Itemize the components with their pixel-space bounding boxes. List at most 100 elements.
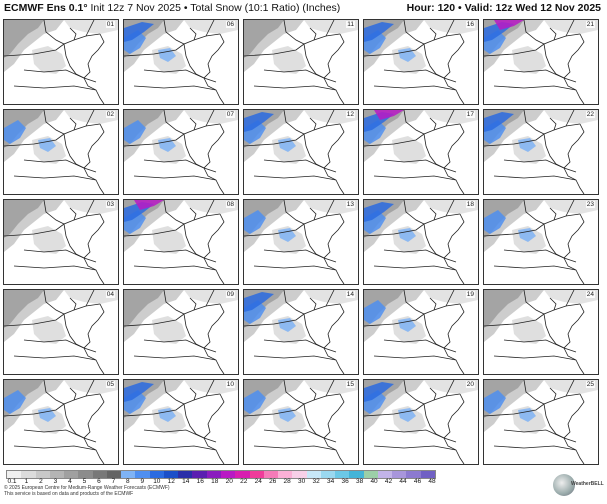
member-label: 05 bbox=[105, 381, 115, 388]
snow-shading bbox=[374, 110, 404, 120]
legend-tick: 22 bbox=[240, 478, 248, 485]
state-border bbox=[523, 20, 545, 45]
state-border bbox=[563, 303, 585, 374]
state-border bbox=[565, 380, 575, 397]
snow-shading bbox=[484, 210, 506, 234]
state-border bbox=[283, 380, 305, 405]
state-border bbox=[133, 445, 217, 451]
snow-shading bbox=[64, 200, 118, 214]
legend-swatch bbox=[7, 471, 22, 478]
snow-shading bbox=[364, 382, 394, 402]
state-border bbox=[189, 297, 197, 311]
legend-tick-labels: 0.1 1 2 3 4 5 6 7 8 9 10 12 14 16 18 20 22 24 26 28 30 32 34 36… bbox=[6, 478, 436, 486]
member-panel: 06 bbox=[123, 19, 239, 105]
legend-swatch bbox=[278, 471, 293, 478]
snow-shading bbox=[424, 200, 478, 214]
snow-shading bbox=[364, 202, 394, 222]
state-border bbox=[563, 33, 585, 104]
member-label: 17 bbox=[465, 111, 475, 118]
snow-shading bbox=[244, 210, 266, 234]
state-border bbox=[63, 403, 85, 439]
state-border bbox=[373, 445, 457, 451]
state-border bbox=[303, 223, 325, 259]
state-border bbox=[283, 200, 305, 225]
snow-shading bbox=[544, 380, 598, 394]
member-label: 08 bbox=[225, 201, 235, 208]
state-border bbox=[443, 213, 465, 284]
state-border bbox=[263, 429, 337, 443]
legend-swatch bbox=[220, 471, 236, 478]
state-border bbox=[423, 43, 445, 79]
legend-swatch bbox=[49, 471, 65, 478]
legend-swatch bbox=[377, 471, 393, 478]
member-label: 23 bbox=[585, 201, 595, 208]
state-border bbox=[429, 387, 437, 401]
member-label: 04 bbox=[105, 291, 115, 298]
snow-shading bbox=[4, 290, 44, 328]
state-border bbox=[493, 355, 577, 361]
legend-swatch bbox=[420, 471, 435, 478]
state-border bbox=[373, 355, 457, 361]
snow-shading bbox=[512, 46, 546, 74]
state-border bbox=[133, 85, 217, 91]
state-border bbox=[423, 403, 445, 439]
legend-swatch bbox=[178, 471, 193, 478]
legend-swatch bbox=[263, 471, 279, 478]
snow-shading bbox=[134, 200, 164, 210]
state-border bbox=[549, 27, 557, 41]
legend-tick: 5 bbox=[82, 478, 87, 485]
snow-shading bbox=[64, 290, 118, 304]
snow-map bbox=[244, 20, 358, 104]
state-border bbox=[493, 445, 577, 451]
legend-swatch bbox=[64, 471, 79, 478]
snow-shading bbox=[304, 200, 358, 214]
state-border bbox=[63, 313, 85, 349]
snow-map bbox=[244, 200, 358, 284]
state-border bbox=[43, 380, 65, 405]
member-label: 20 bbox=[465, 381, 475, 388]
snow-map bbox=[364, 110, 478, 194]
state-border bbox=[543, 133, 565, 169]
state-border bbox=[69, 27, 77, 41]
snow-shading bbox=[544, 290, 598, 304]
state-border bbox=[429, 117, 437, 131]
legend-swatch bbox=[349, 471, 364, 478]
snow-shading bbox=[398, 318, 416, 332]
legend-tick: 4 bbox=[68, 478, 72, 485]
snow-shading bbox=[424, 20, 478, 34]
member-label: 01 bbox=[105, 21, 115, 28]
state-border bbox=[83, 123, 105, 194]
state-border bbox=[183, 313, 205, 349]
snow-shading bbox=[518, 138, 536, 152]
map-header: ECMWF Ens 0.1° Init 12z 7 Nov 2025 • Tot… bbox=[0, 0, 607, 18]
snow-shading bbox=[32, 226, 66, 254]
state-border bbox=[323, 393, 345, 464]
snow-shading bbox=[484, 290, 524, 328]
title-separator: • bbox=[183, 2, 188, 14]
snow-shading bbox=[304, 290, 358, 304]
legend-tick: 0.1 bbox=[7, 478, 17, 485]
state-border bbox=[133, 355, 217, 361]
model-name: ECMWF Ens 0.1° bbox=[4, 2, 88, 14]
snow-shading bbox=[4, 120, 26, 144]
snow-map bbox=[364, 20, 478, 104]
snow-shading bbox=[32, 46, 66, 74]
snow-shading bbox=[64, 110, 118, 124]
snow-shading bbox=[4, 20, 44, 58]
snow-map bbox=[124, 110, 238, 194]
state-border bbox=[205, 20, 215, 37]
snow-shading bbox=[124, 290, 164, 328]
member-panel: 03 bbox=[3, 199, 119, 285]
state-border bbox=[13, 85, 97, 91]
legend-tick: 46 bbox=[413, 478, 422, 485]
member-panel: 22 bbox=[483, 109, 599, 195]
state-border bbox=[325, 380, 335, 397]
snow-map bbox=[484, 200, 598, 284]
state-border bbox=[85, 20, 95, 37]
snow-shading bbox=[278, 318, 296, 332]
state-border bbox=[445, 20, 455, 37]
snow-shading bbox=[4, 200, 44, 238]
state-border bbox=[309, 207, 317, 221]
legend-swatch bbox=[121, 471, 136, 478]
legend-tick: 40 bbox=[370, 478, 378, 485]
